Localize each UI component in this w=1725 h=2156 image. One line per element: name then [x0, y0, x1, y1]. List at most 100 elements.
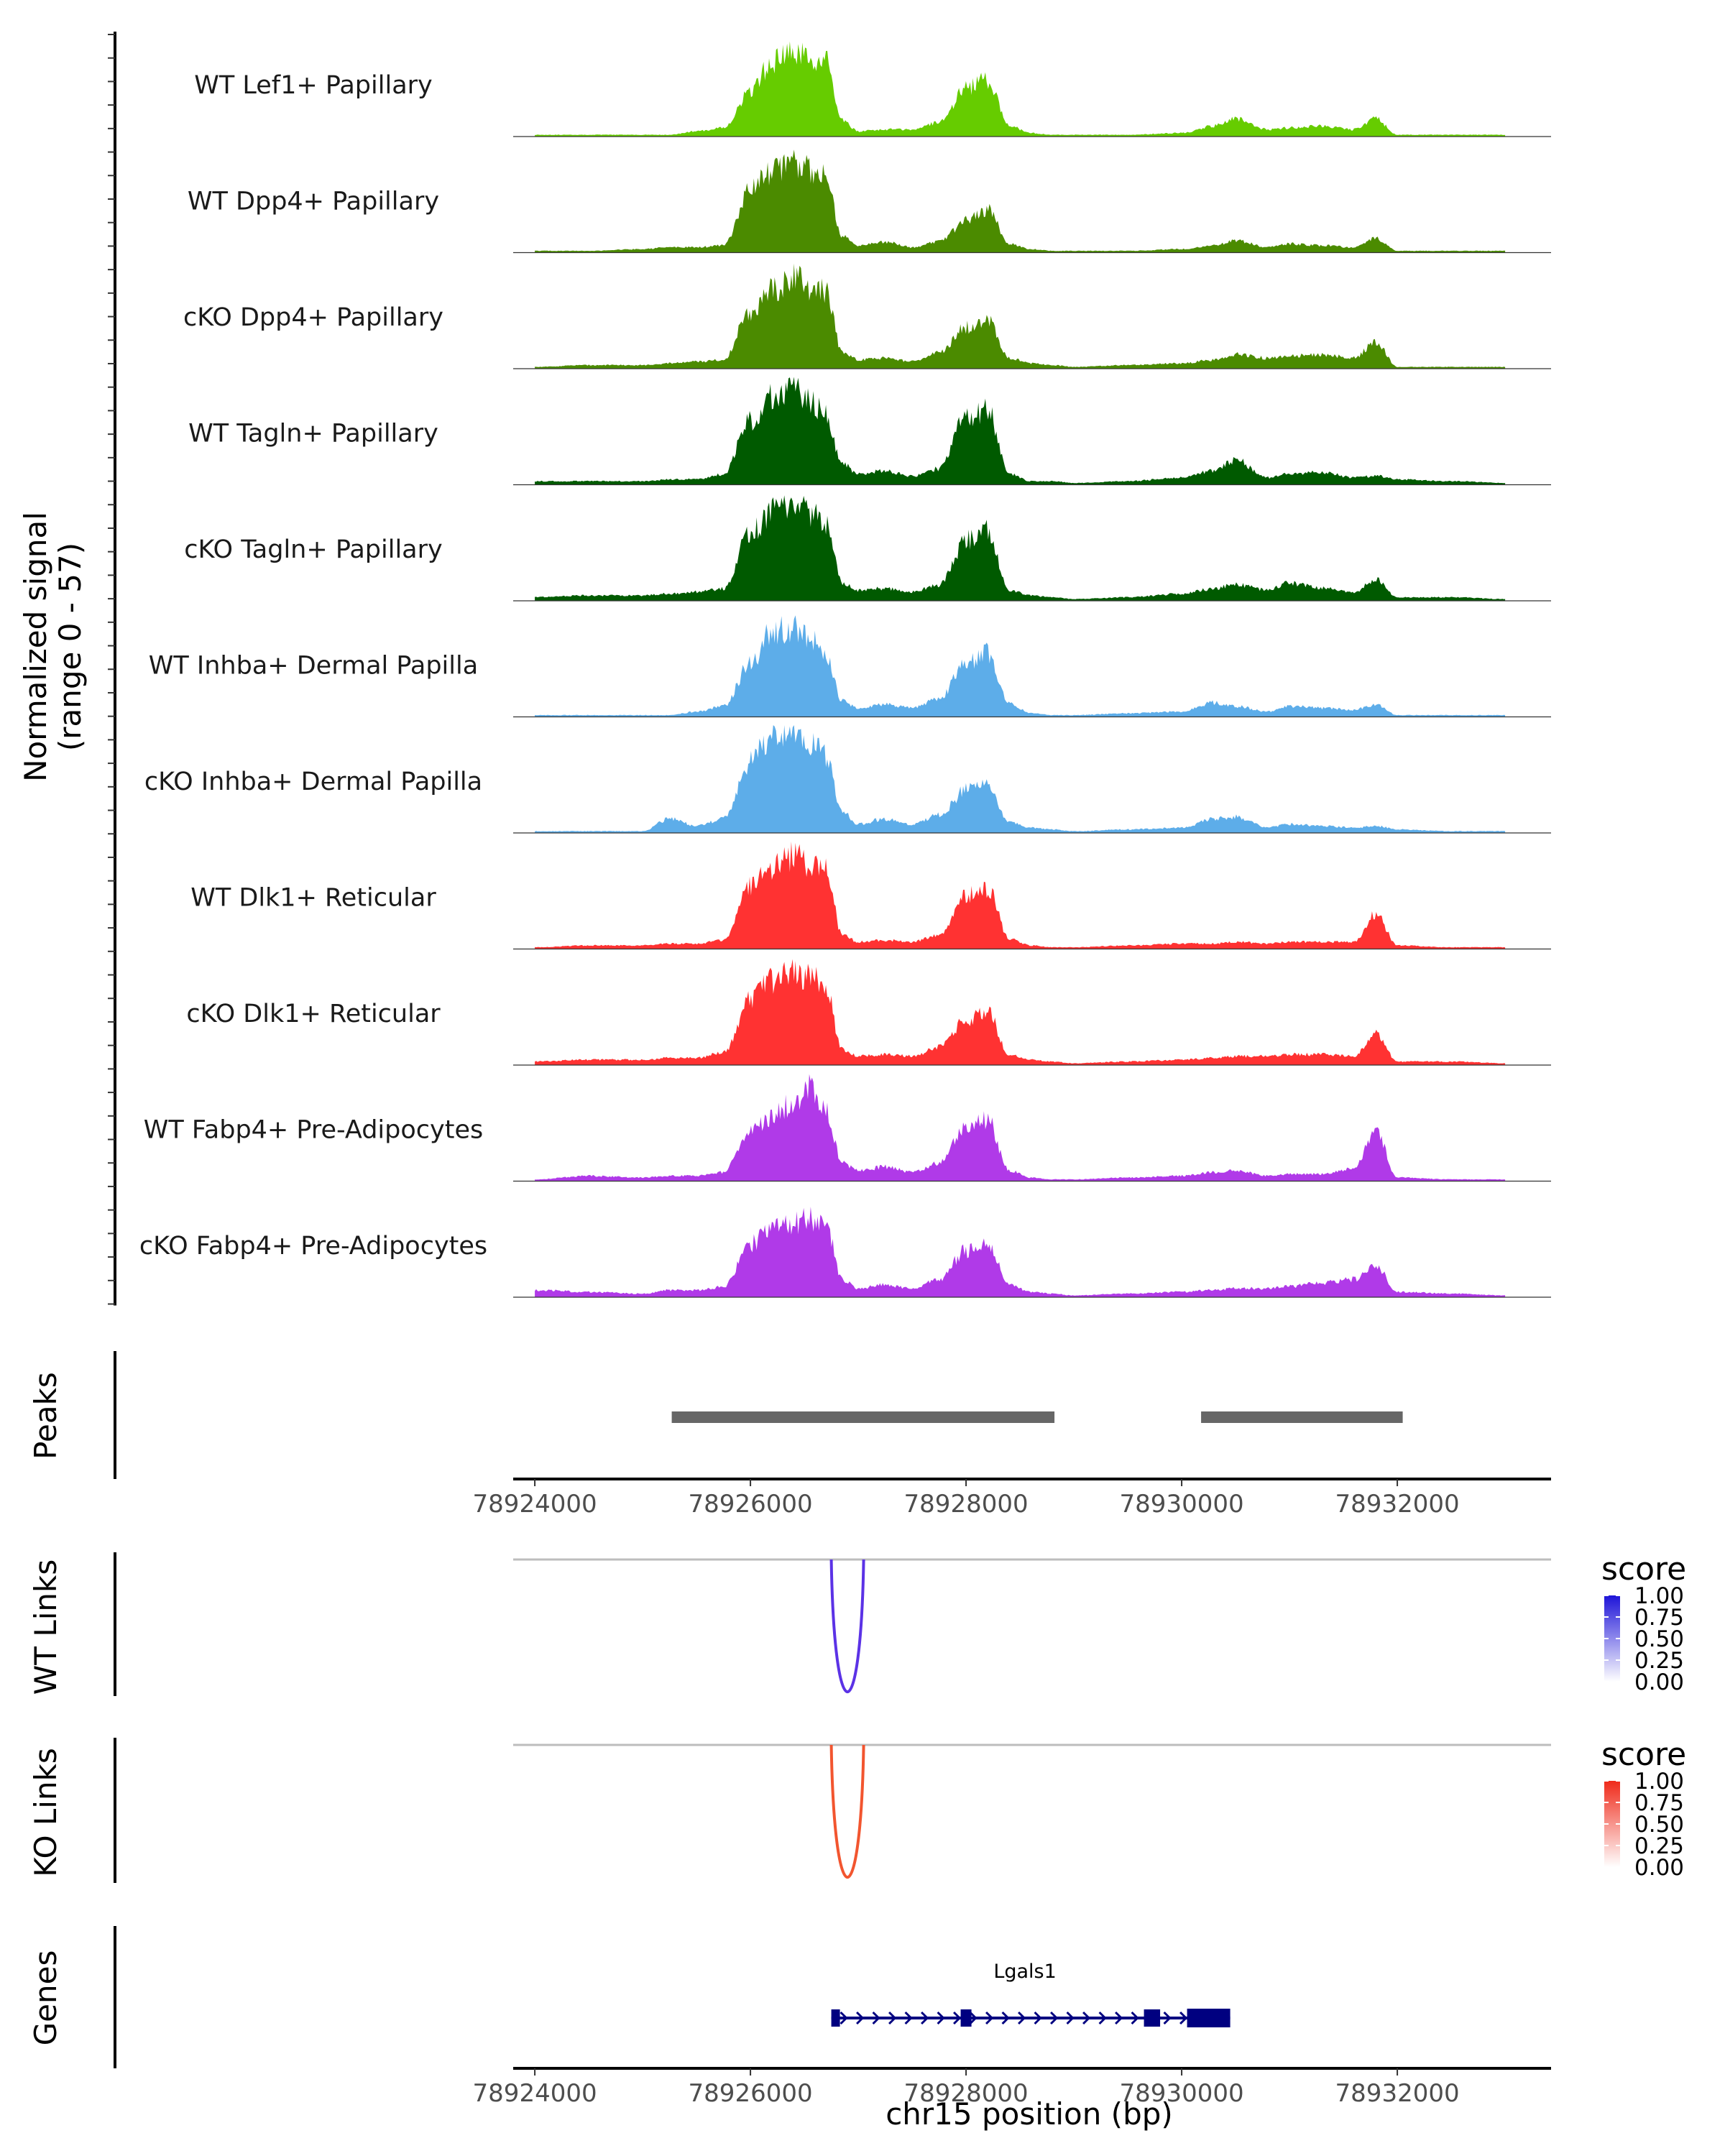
coverage-track-cko-dlk1-reticular: cKO Dlk1+ Reticular	[186, 959, 1551, 1066]
strand-arrow	[1018, 2011, 1026, 2025]
coverage-track-wt-lef1-papillary: WT Lef1+ Papillary	[194, 41, 1551, 137]
strand-arrow	[1098, 2011, 1107, 2025]
strand-arrow	[856, 2011, 865, 2025]
genes-track-title: Genes	[28, 1950, 63, 2046]
legend-title: score	[1601, 1736, 1686, 1773]
x-tick-label: 78924000	[473, 2079, 597, 2108]
x-tick-label: 78926000	[689, 1490, 813, 1519]
strand-arrow	[969, 2011, 978, 2025]
strand-arrow	[1034, 2011, 1042, 2025]
coverage-track-cko-inhba-dermal-papilla: cKO Inhba+ Dermal Papilla	[144, 725, 1551, 834]
x-axis-bottom: 78924000 78926000 78928000 78930000 78932000	[473, 2067, 1551, 2108]
coverage-area-wt-dlk1-reticular	[535, 842, 1506, 949]
legend-tick-label: 0.75	[1634, 1605, 1684, 1631]
coverage-track-wt-dpp4-papillary: WT Dpp4+ Papillary	[188, 149, 1551, 254]
legend-tick-label: 0.25	[1634, 1833, 1684, 1859]
strand-arrow	[888, 2011, 897, 2025]
strand-arrow	[1115, 2011, 1123, 2025]
coverage-track-label-cko-dlk1-reticular: cKO Dlk1+ Reticular	[186, 1000, 441, 1028]
peak-bar	[1201, 1411, 1403, 1423]
coverage-tracks: WT Lef1+ Papillary WT Dpp4+ Papillary cKO …	[139, 41, 1551, 1298]
coverage-area-cko-dlk1-reticular	[535, 959, 1506, 1065]
x-axis-top: 78924000 78926000 78928000 78930000 78932000	[473, 1478, 1551, 1519]
strand-arrow	[921, 2011, 929, 2025]
strand-arrow	[985, 2011, 994, 2025]
coverage-track-label-wt-dlk1-reticular: WT Dlk1+ Reticular	[190, 884, 436, 913]
coverage-area-wt-lef1-papillary	[535, 41, 1506, 137]
coverage-track-cko-tagln-papillary: cKO Tagln+ Papillary	[184, 495, 1551, 602]
coverage-track-wt-inhba-dermal-papilla: WT Inhba+ Dermal Papilla	[149, 615, 1551, 718]
strand-arrow	[1050, 2011, 1059, 2025]
coverage-y-axis-title: Normalized signal	[18, 512, 53, 782]
coverage-track-label-wt-fabp4-pre-adipocytes: WT Fabp4+ Pre-Adipocytes	[144, 1116, 483, 1145]
x-tick-label: 78924000	[473, 1490, 597, 1519]
peak-bar	[671, 1411, 1055, 1423]
coverage-track-label-wt-tagln-papillary: WT Tagln+ Papillary	[188, 420, 438, 448]
coverage-area-wt-dpp4-papillary	[535, 149, 1506, 253]
x-tick-label: 78930000	[1120, 2079, 1244, 2108]
legend-tick-label: 0.50	[1634, 1812, 1684, 1838]
strand-arrow	[1179, 2011, 1188, 2025]
strand-arrow	[1066, 2011, 1075, 2025]
gene-exon	[831, 2009, 840, 2027]
coverage-track-label-cko-fabp4-pre-adipocytes: cKO Fabp4+ Pre-Adipocytes	[139, 1232, 487, 1261]
legend-tick-label: 0.00	[1634, 1669, 1684, 1695]
coverage-y-axis-range: (range 0 - 57)	[52, 543, 88, 751]
coverage-track-label-wt-inhba-dermal-papilla: WT Inhba+ Dermal Papilla	[149, 652, 478, 681]
coverage-track-label-cko-tagln-papillary: cKO Tagln+ Papillary	[184, 535, 443, 564]
link-arc	[829, 1744, 865, 1879]
legend-tick-label: 0.25	[1634, 1648, 1684, 1674]
legend-tick-label: 0.00	[1634, 1855, 1684, 1881]
strand-arrow	[1131, 2011, 1139, 2025]
coverage-area-cko-dpp4-papillary	[535, 263, 1506, 369]
coverage-area-wt-tagln-papillary	[535, 377, 1506, 485]
coverage-track-wt-fabp4-pre-adipocytes: WT Fabp4+ Pre-Adipocytes	[144, 1074, 1551, 1182]
x-tick-label: 78930000	[1120, 1490, 1244, 1519]
legend-tick-label: 1.00	[1634, 1769, 1684, 1795]
x-tick-label: 78926000	[689, 2079, 813, 2108]
side-axes	[108, 32, 116, 2068]
ko-links-track-title: KO Links	[28, 1748, 63, 1877]
gene-exon	[960, 2009, 972, 2027]
x-tick-label: 78928000	[904, 1490, 1029, 1519]
coverage-track-label-cko-inhba-dermal-papilla: cKO Inhba+ Dermal Papilla	[144, 768, 482, 796]
coverage-area-cko-inhba-dermal-papilla	[535, 725, 1506, 833]
legend-tick-label: 0.75	[1634, 1790, 1684, 1816]
coverage-track-label-wt-lef1-papillary: WT Lef1+ Papillary	[194, 71, 433, 100]
legend-tick-label: 1.00	[1634, 1583, 1684, 1609]
link-arc	[829, 1559, 865, 1693]
strand-arrow	[953, 2011, 962, 2025]
links-tracks	[513, 1558, 1551, 1879]
strand-arrow	[1163, 2011, 1172, 2025]
coverage-area-cko-tagln-papillary	[535, 495, 1506, 601]
legend-title: score	[1601, 1551, 1686, 1588]
x-tick-label: 78932000	[1335, 1490, 1460, 1519]
coverage-track-cko-dpp4-papillary: cKO Dpp4+ Papillary	[183, 263, 1551, 369]
coverage-area-wt-fabp4-pre-adipocytes	[535, 1074, 1506, 1181]
legend-tick-label: 0.50	[1634, 1626, 1684, 1652]
coverage-area-cko-fabp4-pre-adipocytes	[535, 1207, 1506, 1297]
strand-arrow	[937, 2011, 945, 2025]
peaks-track	[671, 1411, 1403, 1423]
gene-exon	[1144, 2009, 1161, 2027]
gene-exon	[1187, 2009, 1230, 2027]
strand-arrow	[1082, 2011, 1091, 2025]
strand-arrow	[1001, 2011, 1010, 2025]
coverage-track-label-cko-dpp4-papillary: cKO Dpp4+ Papillary	[183, 303, 443, 332]
x-tick-label: 78932000	[1335, 2079, 1460, 2108]
wt-links-track-title: WT Links	[28, 1560, 63, 1695]
x-axis-title: chr15 position (bp)	[886, 2096, 1173, 2132]
strand-arrow	[872, 2011, 880, 2025]
x-tick-label: 78928000	[904, 2079, 1029, 2108]
genes-track: Lgals1	[831, 1961, 1230, 2027]
score-legends: score1.000.750.500.250.00score1.000.750.…	[1601, 1551, 1686, 1881]
gene-label: Lgals1	[993, 1961, 1056, 1983]
coverage-track-wt-tagln-papillary: WT Tagln+ Papillary	[188, 377, 1551, 486]
coverage-area-wt-inhba-dermal-papilla	[535, 615, 1506, 717]
coverage-track-wt-dlk1-reticular: WT Dlk1+ Reticular	[190, 842, 1551, 950]
peaks-track-title: Peaks	[28, 1372, 63, 1460]
strand-arrow	[840, 2011, 848, 2025]
